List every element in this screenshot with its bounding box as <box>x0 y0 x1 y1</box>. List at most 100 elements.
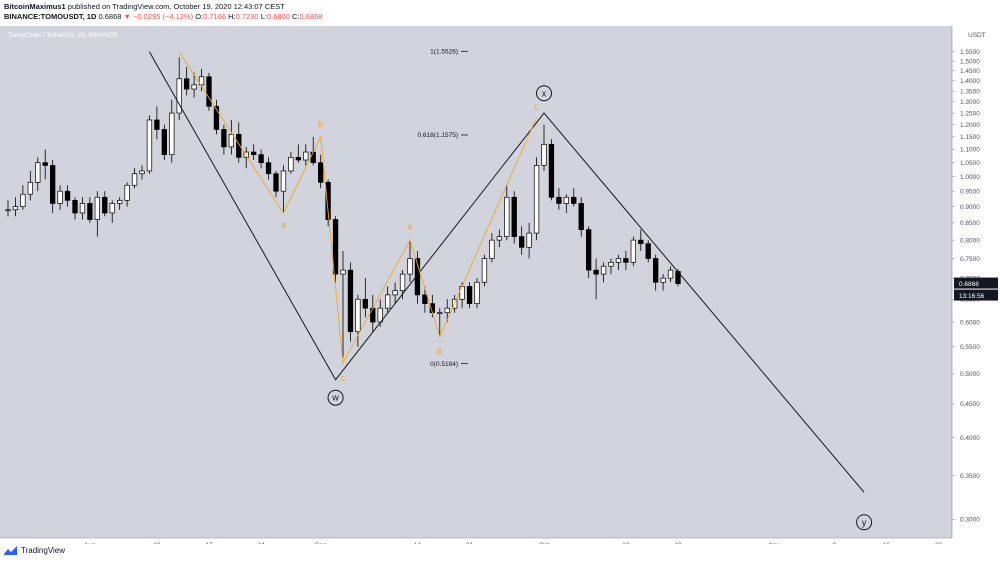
down-candle <box>102 196 108 214</box>
down-candle <box>519 236 525 248</box>
x-tick-label: Sep <box>315 542 327 544</box>
up-candle <box>615 258 622 263</box>
down-candle <box>511 196 517 237</box>
up-candle <box>146 119 153 172</box>
y-tick-label: 1.5500 <box>960 49 980 56</box>
wave-label: a <box>281 220 286 230</box>
up-candle <box>437 312 443 315</box>
y-tick-label: 0.5000 <box>960 371 980 378</box>
x-tick-label: 16 <box>883 542 891 544</box>
circled-wave-label: x <box>542 88 547 98</box>
down-candle <box>370 307 376 323</box>
countdown-tag <box>954 289 998 301</box>
down-candle <box>556 196 562 204</box>
up-candle <box>399 273 406 291</box>
y-tick-label: 1.3000 <box>960 99 980 106</box>
open-label: O: <box>195 12 204 21</box>
x-tick-label: 14 <box>414 542 422 544</box>
down-candle <box>50 165 56 204</box>
down-candle <box>325 181 331 220</box>
up-candle <box>340 269 346 275</box>
down-candle <box>64 190 71 201</box>
up-candle <box>176 78 182 114</box>
up-candle <box>600 265 607 275</box>
down-candle <box>310 151 316 164</box>
y-tick-label: 0.7500 <box>960 256 980 263</box>
up-candle <box>94 196 100 220</box>
orange-wave-line <box>178 51 538 365</box>
up-candle <box>139 170 145 175</box>
y-tick-label: 0.3500 <box>960 473 980 480</box>
down-candle <box>72 199 78 214</box>
x-tick-label: Aug <box>84 542 96 544</box>
down-candle <box>154 119 160 130</box>
price-change: −0.0295 (−4.12%) <box>133 12 194 21</box>
publish-header: BitcoinMaximus1 published on TradingView… <box>4 2 285 11</box>
fib-level-label: 1(1.5526) <box>430 49 458 56</box>
down-candle <box>42 162 48 166</box>
high-label: H: <box>228 12 236 21</box>
tradingview-icon <box>4 546 17 555</box>
wave-label: c <box>534 102 539 112</box>
down-candle <box>251 151 257 156</box>
up-candle <box>608 261 614 267</box>
close-value: 0.6868 <box>299 12 323 21</box>
last-price-tag <box>954 277 998 289</box>
up-candle <box>489 239 495 259</box>
low-value: 0.6800 <box>266 12 290 21</box>
down-candle <box>414 258 421 296</box>
y-tick-label: 0.9000 <box>960 204 980 211</box>
up-candle <box>79 203 86 214</box>
down-candle <box>362 298 368 309</box>
up-candle <box>474 281 480 305</box>
wave-label: c <box>341 373 346 383</box>
up-candle <box>667 269 674 279</box>
symbol-label: BINANCE:TOMOUSDT, 1D <box>4 12 97 21</box>
low-label: L: <box>260 12 267 21</box>
down-candle <box>548 143 555 198</box>
y-tick-label: 1.2500 <box>960 110 980 117</box>
publish-info: published on TradingView.com, October 19… <box>67 2 285 11</box>
author-name[interactable]: BitcoinMaximus1 <box>4 2 66 11</box>
down-candle <box>653 258 659 283</box>
up-candle <box>198 76 205 86</box>
up-candle <box>12 206 19 211</box>
up-candle <box>27 181 33 195</box>
up-candle <box>131 173 138 186</box>
up-candle <box>117 199 123 204</box>
up-candle <box>124 184 130 201</box>
up-candle <box>660 277 666 283</box>
up-candle <box>392 290 398 296</box>
black-wave-line <box>148 51 865 493</box>
down-candle <box>213 105 220 130</box>
up-candle <box>20 193 26 207</box>
x-tick-label: Oct <box>539 542 549 544</box>
up-candle <box>504 196 510 237</box>
down-candle <box>422 294 428 305</box>
down-candle <box>332 219 339 275</box>
high-value: 0.7230 <box>235 12 259 21</box>
up-candle <box>355 298 361 333</box>
down-candle <box>221 129 227 148</box>
y-tick-label: 1.4500 <box>960 68 980 75</box>
tradingview-logo[interactable]: TradingView <box>4 546 65 555</box>
y-tick-label: 0.8000 <box>960 237 980 244</box>
x-tick-label: Nov <box>769 542 781 544</box>
fib-level-label: 0(0.5184) <box>430 361 458 368</box>
y-tick-label: 0.3000 <box>960 517 980 524</box>
up-candle <box>385 294 391 309</box>
y-tick-label: 1.0000 <box>960 174 980 181</box>
wave-label: b <box>318 119 323 129</box>
x-tick-label: 9 <box>833 542 837 544</box>
down-candle <box>206 76 212 107</box>
down-candle <box>258 154 264 164</box>
wave-label-circle <box>856 514 873 531</box>
y-tick-label: 1.4000 <box>960 78 980 85</box>
price-chart[interactable]: TomoChain / TetherUS, 1D, BINANCE USDT 1.5… <box>0 26 1000 544</box>
y-tick-label: 0.9500 <box>960 188 980 195</box>
y-tick-label: 1.1000 <box>960 147 980 154</box>
circled-wave-label: w <box>331 393 339 403</box>
up-candle <box>35 162 41 183</box>
wave-label-circle <box>536 85 552 102</box>
down-candle <box>184 78 190 90</box>
